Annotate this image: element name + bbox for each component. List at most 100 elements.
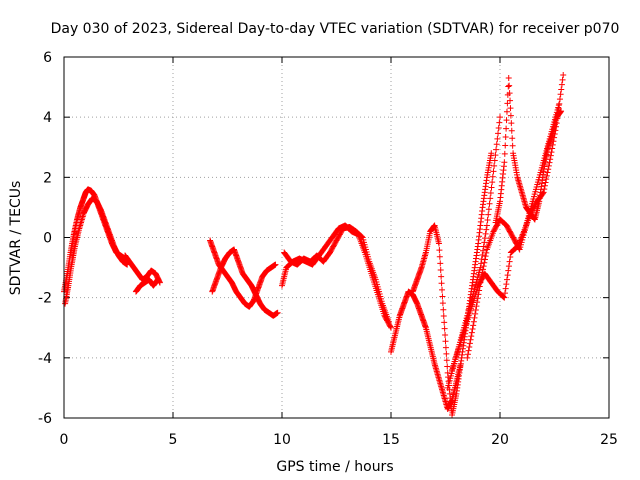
data-point bbox=[481, 256, 488, 263]
data-point bbox=[508, 127, 515, 134]
data-point bbox=[507, 112, 514, 119]
y-axis-label: SDTVAR / TECUs bbox=[8, 181, 24, 296]
data-point bbox=[470, 322, 477, 329]
data-point bbox=[502, 285, 509, 292]
data-point bbox=[440, 313, 447, 320]
data-point bbox=[542, 179, 549, 186]
data-point bbox=[541, 182, 548, 189]
data-point bbox=[479, 266, 486, 273]
data-point bbox=[468, 329, 475, 336]
data-point bbox=[439, 300, 446, 307]
data-point bbox=[503, 125, 510, 132]
data-point bbox=[558, 108, 565, 115]
data-point bbox=[544, 169, 551, 176]
data-point bbox=[388, 324, 394, 331]
x-tick-label: 25 bbox=[600, 432, 618, 448]
data-point bbox=[506, 82, 513, 89]
x-axis-label: GPS time / hours bbox=[276, 459, 393, 475]
data-point bbox=[507, 105, 514, 112]
data-point bbox=[487, 189, 494, 196]
x-tick-label: 5 bbox=[169, 432, 178, 448]
data-point bbox=[478, 273, 485, 280]
data-point bbox=[507, 97, 514, 104]
data-point bbox=[472, 310, 479, 317]
data-point bbox=[441, 325, 448, 332]
data-point bbox=[479, 251, 486, 258]
data-point bbox=[492, 152, 499, 159]
data-point bbox=[441, 319, 448, 326]
data-point bbox=[483, 226, 490, 233]
data-point bbox=[444, 363, 451, 370]
data-point bbox=[442, 338, 449, 345]
data-point bbox=[464, 354, 471, 361]
data-point bbox=[515, 245, 522, 252]
data-point bbox=[385, 318, 392, 325]
axis-ticks: 0 5 10 15 20 25 -6 -4 -2 0 2 4 6 bbox=[38, 50, 618, 448]
data-point bbox=[503, 276, 510, 283]
y-tick-label: 4 bbox=[43, 110, 52, 126]
data-point bbox=[543, 172, 550, 179]
data-point bbox=[481, 259, 488, 266]
data-point bbox=[465, 347, 472, 354]
data-point bbox=[490, 168, 497, 175]
data-point bbox=[478, 276, 485, 283]
data-point bbox=[468, 333, 475, 340]
data-point bbox=[543, 176, 550, 183]
data-point bbox=[488, 150, 495, 157]
data-point bbox=[437, 266, 444, 273]
data-point bbox=[485, 211, 492, 218]
data-point bbox=[486, 200, 493, 207]
data-point bbox=[477, 279, 484, 286]
data-point bbox=[487, 195, 494, 202]
data-point bbox=[556, 96, 563, 103]
data-point bbox=[472, 307, 479, 314]
data-point bbox=[545, 162, 552, 169]
data-point bbox=[504, 272, 511, 279]
data-point bbox=[507, 254, 514, 261]
data-point bbox=[469, 325, 476, 332]
y-tick-label: -6 bbox=[38, 411, 52, 427]
data-point bbox=[505, 83, 512, 90]
data-point bbox=[474, 295, 481, 302]
data-point bbox=[480, 243, 487, 250]
data-point bbox=[505, 75, 512, 82]
data-point bbox=[491, 157, 498, 164]
data-point bbox=[274, 309, 281, 316]
data-point bbox=[546, 159, 553, 166]
data-point bbox=[479, 269, 486, 276]
data-point bbox=[473, 303, 480, 310]
x-tick-label: 15 bbox=[382, 432, 400, 448]
data-point bbox=[503, 108, 510, 115]
data-point bbox=[442, 331, 449, 338]
data-point bbox=[481, 235, 488, 242]
data-point bbox=[547, 152, 554, 159]
x-tick-label: 0 bbox=[60, 432, 69, 448]
data-point bbox=[494, 135, 501, 142]
data-points bbox=[61, 72, 567, 418]
data-point bbox=[491, 162, 498, 169]
data-point bbox=[438, 273, 445, 280]
data-point bbox=[438, 280, 445, 287]
data-point bbox=[505, 263, 512, 270]
data-point bbox=[435, 240, 442, 247]
plot-frame bbox=[63, 56, 610, 419]
data-point bbox=[560, 72, 567, 79]
data-point bbox=[559, 76, 566, 83]
data-point bbox=[496, 119, 503, 126]
data-point bbox=[475, 291, 482, 298]
y-tick-label: -2 bbox=[38, 291, 52, 307]
y-tick-label: 6 bbox=[43, 50, 52, 66]
data-point bbox=[387, 323, 394, 330]
data-point bbox=[506, 258, 513, 265]
data-point bbox=[480, 263, 487, 270]
data-point bbox=[467, 336, 474, 343]
data-point bbox=[503, 281, 510, 288]
data-point bbox=[549, 145, 556, 152]
y-tick-label: -4 bbox=[38, 351, 52, 367]
data-point bbox=[502, 142, 509, 149]
data-point bbox=[466, 344, 473, 351]
data-point bbox=[555, 102, 562, 109]
data-point bbox=[502, 134, 509, 141]
data-point bbox=[272, 261, 279, 268]
data-point bbox=[493, 146, 500, 153]
